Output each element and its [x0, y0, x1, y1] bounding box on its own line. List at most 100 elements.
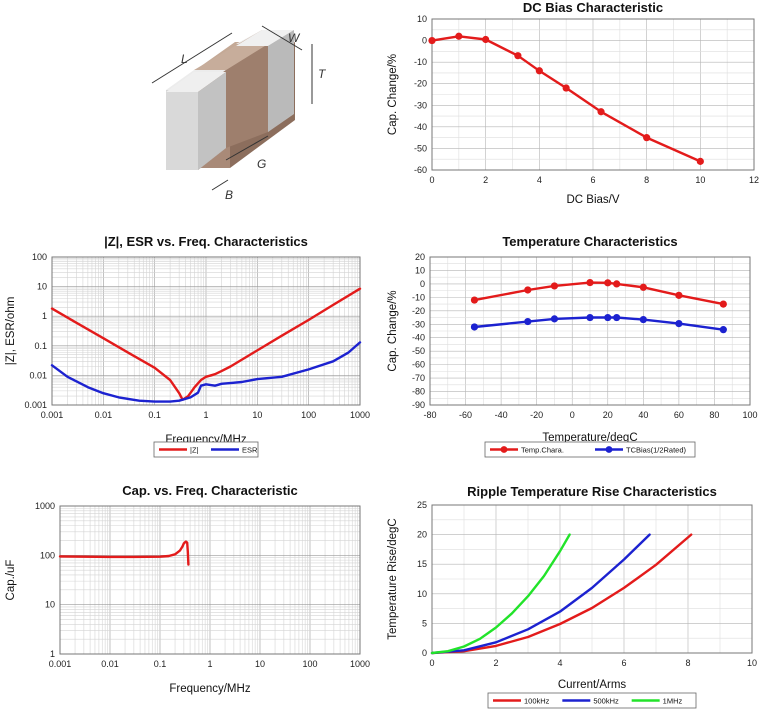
x-tick-label: 60 — [674, 410, 684, 420]
data-point — [719, 326, 727, 334]
y-tick-label: 100 — [32, 252, 47, 262]
y-tick-label: -10 — [412, 292, 425, 302]
y-tick-label: 10 — [415, 265, 425, 275]
x-axis-label: Current/Arms — [558, 679, 627, 691]
cap-freq-chart: 0.001 0.01 0.1 1 10 100 1000 1000 100 10 1 Cap. vs.… — [5, 483, 370, 695]
y-tick-label: 15 — [417, 559, 427, 569]
y-axis-label: Cap./uF — [5, 560, 17, 601]
legend-label: 1MHz — [663, 697, 683, 706]
chart-title: DC Bias Characteristic — [523, 0, 663, 15]
data-point — [455, 32, 463, 40]
y-tick-label: -60 — [412, 360, 425, 370]
x-tick-label: -80 — [423, 410, 436, 420]
y-tick-label: -50 — [414, 143, 427, 153]
ripple-temp-chart: 0 2 4 6 8 10 25 20 15 10 5 0 Ripple Temperature Rise… — [387, 484, 757, 709]
component-illustration: L W T G B — [0, 0, 380, 220]
data-point — [604, 279, 612, 287]
x-tick-label: 0 — [429, 658, 434, 668]
plot-border — [431, 504, 753, 654]
legend-marker — [500, 446, 508, 453]
series-line-0 — [58, 540, 190, 566]
y-tick-label: -30 — [412, 319, 425, 329]
data-point — [639, 315, 647, 324]
x-tick-label: 0 — [570, 410, 575, 420]
data-point — [639, 283, 647, 291]
legend-label: ESR — [242, 446, 258, 455]
x-tick-label: 12 — [749, 175, 759, 185]
y-tick-label: 10 — [417, 589, 427, 599]
x-axis-label: DC Bias/V — [566, 194, 619, 206]
data-point — [696, 157, 704, 165]
dim-label-l: L — [181, 52, 188, 66]
data-point — [604, 313, 612, 322]
x-tick-label: 0.1 — [148, 410, 161, 420]
legend-box — [487, 692, 697, 709]
y-tick-label: 0.01 — [29, 370, 47, 380]
data-point — [597, 108, 605, 116]
series-line-0 — [50, 287, 362, 402]
x-tick-label: 4 — [537, 175, 542, 185]
chart-title: |Z|, ESR vs. Freq. Characteristics — [104, 234, 308, 249]
legend-marker — [605, 446, 613, 453]
gridlines — [59, 506, 360, 655]
impedance-esr-chart: 0.001 0.01 0.1 1 10 100 1000 100 10 1 0.1 0.01 0.001… — [5, 234, 370, 458]
data-point — [470, 323, 479, 331]
x-tick-label: -60 — [459, 410, 472, 420]
dc-bias-chart: 0 2 4 6 8 10 12 10 0 -10 -20 -30 -40 -50 -60 DC Bias Ch… — [387, 0, 759, 206]
y-tick-label: 10 — [417, 14, 427, 24]
data-point — [535, 67, 543, 75]
x-tick-label: 20 — [603, 410, 613, 420]
y-tick-label: -40 — [414, 122, 427, 132]
y-tick-label: 25 — [417, 500, 427, 510]
chart-title: Temperature Characteristics — [502, 234, 677, 249]
plot-border — [51, 256, 361, 406]
x-tick-label: 2 — [493, 658, 498, 668]
x-tick-label: 8 — [644, 175, 649, 185]
y-tick-label: 1 — [42, 311, 47, 321]
y-axis-label: Cap. Change/% — [387, 54, 399, 135]
x-tick-label: 10 — [695, 175, 705, 185]
y-tick-label: 0 — [420, 279, 425, 289]
y-tick-label: 100 — [40, 550, 55, 560]
legend: 100kHz 500kHz 1MHz — [487, 692, 697, 709]
legend-label: 100kHz — [524, 697, 550, 706]
y-tick-label: -80 — [412, 387, 425, 397]
legend-label: TCBias(1/2Rated) — [626, 446, 687, 455]
x-tick-label: 80 — [709, 410, 719, 420]
data-point — [643, 134, 651, 142]
series-line-2 — [430, 533, 571, 655]
plot-border — [431, 18, 755, 171]
x-tick-label: 10 — [255, 659, 265, 669]
x-tick-label: 100 — [742, 410, 757, 420]
legend: Temp.Chara. TCBias(1/2Rated) — [484, 441, 696, 458]
x-tick-label: 1 — [207, 659, 212, 669]
y-axis-label: Temperature Rise/degC — [387, 518, 399, 639]
dim-label-t: T — [318, 67, 327, 81]
series-line-0 — [430, 533, 693, 655]
y-tick-label: 0.1 — [34, 341, 47, 351]
data-point — [562, 84, 570, 92]
y-tick-label: -20 — [412, 306, 425, 316]
data-point — [550, 282, 559, 290]
data-point — [470, 296, 479, 304]
plot-border — [59, 505, 361, 655]
legend-label: Temp.Chara. — [521, 446, 564, 455]
legend-box — [153, 441, 259, 458]
y-tick-label: 0 — [422, 648, 427, 658]
x-axis-label: Temperature/degC — [542, 432, 637, 444]
dim-label-b: B — [225, 188, 233, 202]
legend-label: |Z| — [190, 446, 199, 455]
x-tick-label: 10 — [252, 410, 262, 420]
x-tick-label: 0.1 — [154, 659, 167, 669]
x-tick-label: -40 — [495, 410, 508, 420]
x-tick-label: 0.01 — [95, 410, 113, 420]
x-tick-label: 6 — [621, 658, 626, 668]
data-point — [675, 291, 683, 299]
x-tick-label: -20 — [530, 410, 543, 420]
y-tick-label: -70 — [412, 373, 425, 383]
y-tick-label: -30 — [414, 100, 427, 110]
data-point — [613, 280, 621, 288]
x-tick-label: 100 — [302, 659, 317, 669]
y-tick-label: 1000 — [35, 501, 55, 511]
y-tick-label: -20 — [414, 79, 427, 89]
